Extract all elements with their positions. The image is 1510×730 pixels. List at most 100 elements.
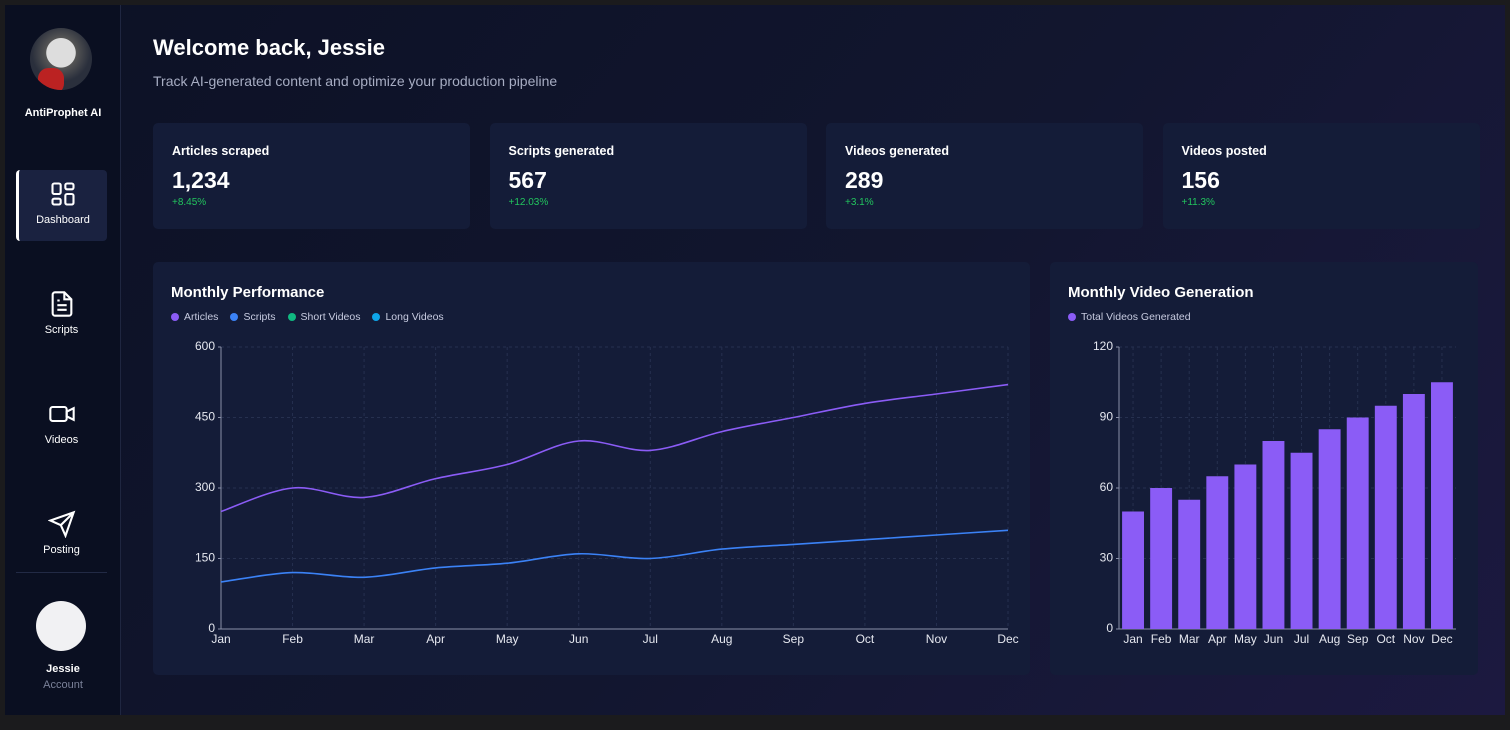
legend-label: Articles <box>184 311 219 323</box>
x-tick-label: Feb <box>1151 632 1172 646</box>
legend: Total Videos Generated <box>1068 311 1191 323</box>
stat-label: Videos generated <box>845 144 949 158</box>
bar <box>1262 441 1285 629</box>
icon <box>51 291 72 317</box>
stat-card: Scripts generated 567 +12.03% <box>489 123 807 229</box>
nav-label: Videos <box>44 434 79 446</box>
legend-swatch <box>230 313 239 321</box>
y-tick-label: 60 <box>1100 480 1114 494</box>
x-tick-label: Jul <box>1294 632 1309 646</box>
legend-swatch <box>171 313 179 321</box>
legend-item: Articles <box>171 311 218 323</box>
legend-swatch <box>287 313 296 321</box>
bar <box>1374 405 1397 629</box>
app: AntiProphet AI Dashboard Scripts Videos … <box>5 5 1505 715</box>
stat-value: 567 <box>508 167 547 193</box>
nav-label: Dashboard <box>36 214 90 226</box>
x-tick-label: Feb <box>282 632 303 646</box>
stat-card: Articles scraped 1,234 +8.45% <box>153 123 470 229</box>
bar <box>1290 452 1313 629</box>
nav-posting[interactable]: Posting <box>16 500 107 571</box>
stat-value: 289 <box>845 167 884 193</box>
chart-panel: Monthly Performance Articles Scripts Short… <box>153 262 1030 675</box>
legend-label: Short Videos <box>300 311 361 323</box>
y-tick-label: 90 <box>1100 410 1114 424</box>
bar <box>1150 488 1173 629</box>
page-subtitle: Track AI-generated content and optimize … <box>153 73 558 89</box>
nav-videos[interactable]: Videos <box>16 390 107 461</box>
y-tick-label: 0 <box>208 621 215 635</box>
x-tick-label: Nov <box>926 632 947 646</box>
x-tick-label: Jun <box>569 632 588 646</box>
stat-change: +8.45% <box>172 197 207 208</box>
legend-label: Long Videos <box>385 311 444 323</box>
stat-label: Articles scraped <box>172 144 270 158</box>
bar <box>1431 382 1453 629</box>
sidebar: AntiProphet AI Dashboard Scripts Videos … <box>5 5 121 715</box>
x-tick-label: Jul <box>643 632 658 646</box>
stat-label: Scripts generated <box>508 144 615 158</box>
legend-item: Short Videos <box>287 311 361 323</box>
brand-name: AntiProphet AI <box>24 107 102 119</box>
x-tick-label: May <box>496 632 519 646</box>
bar <box>1346 417 1369 629</box>
y-tick-label: 0 <box>1106 621 1113 635</box>
x-tick-label: Apr <box>1208 632 1227 646</box>
x-tick-label: Dec <box>1431 632 1452 646</box>
legend-label: Total Videos Generated <box>1081 311 1191 323</box>
x-tick-label: Sep <box>783 632 805 646</box>
bar <box>1402 394 1425 629</box>
x-tick-label: Sep <box>1347 632 1369 646</box>
user-name: Jessie <box>46 663 80 675</box>
bar <box>1318 429 1341 629</box>
stat-change: +12.03% <box>508 197 549 208</box>
x-tick-label: Aug <box>1319 632 1340 646</box>
legend: Articles Scripts Short Videos Long Videos <box>171 311 444 323</box>
user-role: Account <box>43 679 83 691</box>
x-tick-label: May <box>1234 632 1257 646</box>
bar <box>1234 464 1257 629</box>
x-tick-label: Mar <box>1179 632 1200 646</box>
y-tick-label: 120 <box>1093 339 1113 353</box>
y-tick-label: 30 <box>1100 551 1114 565</box>
y-tick-label: 150 <box>195 551 215 565</box>
legend-swatch <box>372 313 381 321</box>
stat-change: +3.1% <box>845 197 874 208</box>
nav-dashboard[interactable]: Dashboard <box>16 170 107 241</box>
line-series <box>220 529 1009 583</box>
user-avatar[interactable] <box>36 601 86 651</box>
legend-item: Long Videos <box>372 311 444 323</box>
x-tick-label: Oct <box>1376 632 1395 646</box>
stat-card: Videos generated 289 +3.1% <box>826 123 1143 229</box>
stat-card: Videos posted 156 +11.3% <box>1162 123 1480 229</box>
y-tick-label: 600 <box>195 339 215 353</box>
legend-item: Total Videos Generated <box>1068 311 1191 323</box>
line-series <box>220 383 1009 513</box>
y-tick-label: 300 <box>195 480 215 494</box>
legend-label: Scripts <box>243 311 276 323</box>
icon <box>51 182 75 206</box>
chart-title: Monthly Performance <box>171 284 325 301</box>
divider <box>16 572 107 573</box>
x-tick-label: Jun <box>1264 632 1283 646</box>
stat-change: +11.3% <box>1181 197 1215 208</box>
bar <box>1206 476 1229 629</box>
stat-value: 156 <box>1181 167 1220 193</box>
legend-item: Scripts <box>230 311 276 323</box>
chart-title: Monthly Video Generation <box>1068 284 1254 301</box>
x-tick-label: Jan <box>1123 632 1142 646</box>
brand-avatar <box>30 28 92 90</box>
stat-label: Videos posted <box>1181 144 1267 158</box>
legend-swatch <box>1068 313 1076 321</box>
x-tick-label: Nov <box>1403 632 1424 646</box>
nav-scripts[interactable]: Scripts <box>16 280 107 351</box>
icon <box>47 510 75 538</box>
nav-label: Posting <box>43 544 80 556</box>
nav-label: Scripts <box>44 324 79 336</box>
x-tick-label: Jan <box>211 632 230 646</box>
stat-value: 1,234 <box>172 167 230 193</box>
y-tick-label: 450 <box>195 410 215 424</box>
page-title: Welcome back, Jessie <box>153 35 385 60</box>
